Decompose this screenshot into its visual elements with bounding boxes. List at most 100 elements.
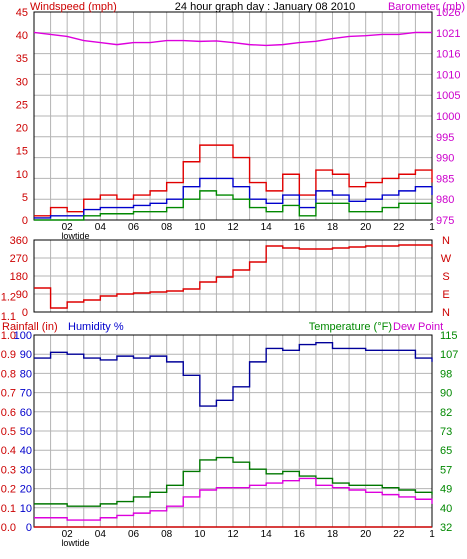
direction-tick-label: 360 xyxy=(10,235,28,247)
humidity-ylabel: Humidity % xyxy=(68,321,124,333)
temperature-tick-label: 32 xyxy=(440,522,452,534)
x-tick-label: 02 xyxy=(62,529,74,540)
temperature-tick-label: 40 xyxy=(440,503,452,515)
x-tick-label: 18 xyxy=(327,222,339,233)
compass-label: S xyxy=(442,271,449,283)
wind-tick-label: 10 xyxy=(16,169,28,181)
wind-ylabel: Windspeed (mph) xyxy=(30,1,117,13)
x-tick-label: 10 xyxy=(194,529,206,540)
barometer-ylabel: Barometer (mb) xyxy=(388,1,465,13)
wind-line-minimum xyxy=(34,190,433,221)
x-tick-label: 12 xyxy=(227,529,239,540)
x-tick-label: 18 xyxy=(327,529,339,540)
climate-xaxis: 02 04 06 08 10 12 14 16 18 20 22 1 lowtide xyxy=(61,529,435,548)
barometer-line xyxy=(33,31,432,47)
wind-yaxis: 0 5 10 15 20 25 30 35 40 45 xyxy=(16,7,28,227)
rainfall-tick-label: 0.4 xyxy=(1,445,16,457)
temperature-tick-label: 65 xyxy=(440,445,452,457)
humidity-tick-label: 20 xyxy=(20,484,32,496)
temperature-line xyxy=(34,456,433,507)
x-tick-label: 02 xyxy=(62,222,74,233)
x-tick-label: 10 xyxy=(194,222,206,233)
x-tick-label: 22 xyxy=(393,529,405,540)
baro-tick-label: 985 xyxy=(436,173,454,185)
temperature-tick-label: 115 xyxy=(440,330,458,342)
rainfall-yaxis: 0.0 0.1 0.2 0.3 0.4 0.5 0.6 0.7 0.8 0.9 1.0 1.1 1.2 xyxy=(1,292,16,534)
temperature-ylabel: Temperature (°F) xyxy=(309,321,392,333)
wind-panel: Windspeed (mph) 24 hour graph day : Janu… xyxy=(16,1,465,241)
temperature-tick-label: 82 xyxy=(440,407,452,419)
x-tick-label: 08 xyxy=(161,222,173,233)
lowtide-note: lowtide xyxy=(61,538,89,548)
baro-tick-label: 1016 xyxy=(436,49,460,61)
temperature-tick-label: 90 xyxy=(440,388,452,400)
x-tick-label: 14 xyxy=(261,529,273,540)
compass-label: N xyxy=(442,307,450,319)
humidity-tick-label: 50 xyxy=(20,426,32,438)
direction-tick-label: 0 xyxy=(22,307,28,319)
temperature-yaxis: 32 40 49 57 65 73 82 90 98 107 115 xyxy=(440,330,458,534)
humidity-tick-label: 10 xyxy=(20,503,32,515)
baro-tick-label: 975 xyxy=(436,215,454,227)
x-tick-label: 20 xyxy=(360,222,372,233)
x-tick-label: 20 xyxy=(360,529,372,540)
x-end-label: 1 xyxy=(429,222,435,233)
humidity-tick-label: 70 xyxy=(20,388,32,400)
temperature-tick-label: 49 xyxy=(440,484,452,496)
barometer-yaxis: 975 980 985 990 995 1000 1005 1010 1016 1021 1026 xyxy=(436,7,460,227)
compass-label: E xyxy=(442,289,449,301)
humidity-tick-label: 80 xyxy=(20,368,32,380)
humidity-tick-label: 40 xyxy=(20,445,32,457)
wind-tick-label: 5 xyxy=(22,192,28,204)
x-tick-label: 04 xyxy=(95,222,107,233)
temperature-tick-label: 57 xyxy=(440,464,452,476)
rainfall-tick-label: 1.2 xyxy=(1,292,16,304)
wind-tick-label: 20 xyxy=(16,123,28,135)
direction-frame xyxy=(33,239,433,313)
baro-tick-label: 1026 xyxy=(436,7,460,19)
wind-tick-label: 40 xyxy=(16,30,28,42)
temperature-tick-label: 73 xyxy=(440,426,452,438)
direction-tick-label: 180 xyxy=(10,271,28,283)
rainfall-tick-label: 0.3 xyxy=(1,464,16,476)
compass-label: N xyxy=(442,235,450,247)
direction-series xyxy=(34,244,433,309)
chart-title: 24 hour graph day : January 08 2010 xyxy=(175,1,355,13)
wind-tick-label: 15 xyxy=(16,146,28,158)
direction-line xyxy=(34,244,433,309)
rainfall-tick-label: 0.5 xyxy=(1,426,16,438)
direction-yaxis: 0 90 180 270 360 xyxy=(10,235,28,319)
rainfall-tick-label: 0.0 xyxy=(1,522,16,534)
x-tick-label: 12 xyxy=(227,222,239,233)
humidity-yaxis: 0 10 20 30 40 50 60 70 80 90 100 xyxy=(14,330,32,534)
wind-tick-label: 30 xyxy=(16,76,28,88)
direction-tick-label: 270 xyxy=(10,253,28,265)
humidity-tick-label: 60 xyxy=(20,407,32,419)
rainfall-tick-label: 0.7 xyxy=(1,388,16,400)
temperature-tick-label: 107 xyxy=(440,349,458,361)
rainfall-tick-label: 0.2 xyxy=(1,484,16,496)
baro-tick-label: 995 xyxy=(436,132,454,144)
x-tick-label: 22 xyxy=(393,222,405,233)
direction-tick-label: 90 xyxy=(16,289,28,301)
wind-tick-label: 25 xyxy=(16,99,28,111)
baro-tick-label: 1021 xyxy=(436,28,460,40)
baro-tick-label: 990 xyxy=(436,153,454,165)
wind-tick-label: 0 xyxy=(22,215,28,227)
climate-series xyxy=(34,341,433,528)
wind-line-gust xyxy=(34,144,433,217)
x-tick-label: 08 xyxy=(161,529,173,540)
x-tick-label: 06 xyxy=(128,222,140,233)
dewpoint-line xyxy=(34,477,433,521)
humidity-tick-label: 90 xyxy=(20,349,32,361)
x-tick-label: 06 xyxy=(128,529,140,540)
rainfall-ylabel: Rainfall (in) xyxy=(2,321,58,333)
x-end-label: 1 xyxy=(429,529,435,540)
x-tick-label: 16 xyxy=(294,529,306,540)
rainfall-tick-label: 0.9 xyxy=(1,349,16,361)
baro-tick-label: 980 xyxy=(436,194,454,206)
rainfall-tick-label: 1.1 xyxy=(1,311,16,323)
